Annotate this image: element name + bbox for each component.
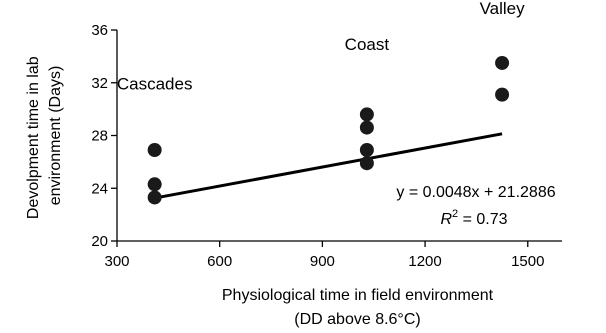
- data-point: [359, 143, 374, 158]
- data-point: [359, 120, 374, 135]
- y-tick-label: 36: [91, 22, 108, 39]
- data-point: [147, 190, 162, 205]
- x-axis-title-line-2: (DD above 8.6°C): [294, 311, 420, 328]
- data-point: [495, 55, 510, 70]
- y-tick-label: 24: [91, 180, 108, 197]
- y-axis-title-line-1: Devolpment time in lab: [25, 56, 42, 219]
- trendline: [154, 132, 503, 200]
- group-label: Cascades: [117, 74, 193, 93]
- y-tick-label: 28: [91, 128, 108, 145]
- data-points: [147, 55, 510, 205]
- y-tick-label: 32: [91, 75, 108, 92]
- x-tick-label: 900: [310, 253, 335, 270]
- data-point: [495, 87, 510, 102]
- x-tick-label: 1200: [408, 253, 441, 270]
- data-point: [147, 177, 162, 192]
- group-labels: Cascades Coast Valley: [117, 0, 525, 93]
- group-label: Valley: [480, 0, 526, 18]
- r-squared-value: = 0.73: [458, 211, 507, 228]
- y-axis-title-line-2: environment (Days): [47, 66, 64, 206]
- x-tick-label: 1500: [511, 253, 544, 270]
- r-squared-symbol: R: [440, 211, 452, 228]
- y-axis-title: Devolpment time in lab environment (Days…: [25, 52, 64, 219]
- r-squared-superscript: 2: [452, 208, 458, 220]
- data-point: [359, 156, 374, 171]
- y-tick-label: 20: [91, 233, 108, 250]
- regression-equation: y = 0.0048x + 21.2886: [396, 184, 555, 201]
- x-axis-title-line-1: Physiological time in field environment: [222, 287, 494, 304]
- group-label: Coast: [345, 35, 390, 54]
- ticks: 20 24 28 32 36 300 600 900 1200 1500: [91, 22, 544, 270]
- data-point: [147, 143, 162, 158]
- x-tick-label: 300: [104, 253, 129, 270]
- x-tick-label: 600: [207, 253, 232, 270]
- r-squared-label: R2 = 0.73: [440, 208, 507, 228]
- data-point: [359, 107, 374, 122]
